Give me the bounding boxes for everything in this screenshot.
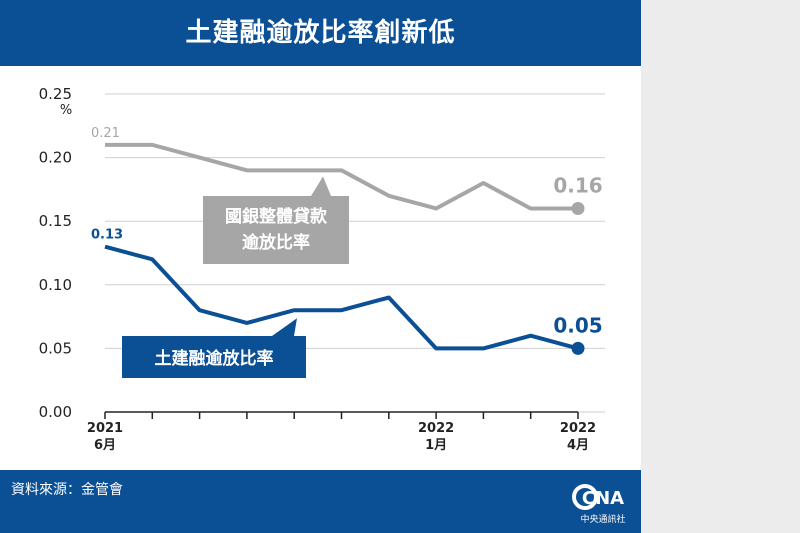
y-tick-label: 0.15 — [39, 212, 72, 230]
bank-total-npl-end-label: 0.16 — [553, 173, 602, 197]
bank-label-box — [203, 196, 349, 264]
svg-text:中央通訊社: 中央通訊社 — [580, 513, 625, 525]
construction-npl-end-point — [571, 341, 585, 355]
x-tick-year: 2022 — [418, 421, 454, 436]
construction-npl-end-label: 0.05 — [553, 313, 602, 337]
x-tick-year: 2021 — [87, 421, 123, 436]
bank-series-label: 逾放比率 — [242, 232, 310, 253]
construction-npl-start-label: 0.13 — [91, 228, 123, 243]
x-tick-month: 6月 — [94, 438, 116, 453]
bank-label-pointer — [311, 176, 331, 196]
title-bar: 土建融逾放比率創新低 — [0, 0, 641, 66]
y-tick-label: 0.05 — [39, 339, 72, 357]
bank-total-npl-start-label: 0.21 — [91, 126, 120, 141]
construction-npl-line — [104, 244, 579, 351]
page-title: 土建融逾放比率創新低 — [185, 18, 456, 48]
x-tick-month: 1月 — [425, 438, 447, 453]
construction-series-label: 土建融逾放比率 — [155, 348, 274, 369]
y-tick-label: 0.25 — [39, 85, 72, 103]
y-tick-label: 0.10 — [39, 276, 72, 294]
y-tick-label: 0.00 — [39, 403, 72, 421]
construction-label-box — [122, 336, 306, 378]
bank-total-npl-end-point — [571, 201, 585, 215]
line-chart: 0.00 0.05 0.10 0.15 0.20 0.25% 2021 6月 2022 1月 202… — [39, 85, 605, 453]
source-note: 資料來源：金管會 — [11, 482, 123, 498]
construction-label-pointer — [272, 318, 297, 336]
x-tick-year: 2022 — [560, 421, 596, 436]
cna-logo: CNA 中央通訊社 — [572, 484, 626, 525]
footer-bar: 資料來源：金管會 CNA 中央通訊社 — [0, 470, 641, 533]
svg-text:CNA: CNA — [582, 488, 624, 509]
infographic-card: 土建融逾放比率創新低 0.00 0.05 0.10 0.15 0.20 0.25% 2021… — [0, 0, 641, 533]
y-axis-unit: % — [60, 103, 72, 118]
y-tick-label: 0.20 — [39, 149, 72, 167]
bank-total-npl-line — [105, 142, 578, 211]
x-tick-month: 4月 — [567, 438, 589, 453]
bank-series-label: 國銀整體貸款 — [225, 206, 328, 227]
